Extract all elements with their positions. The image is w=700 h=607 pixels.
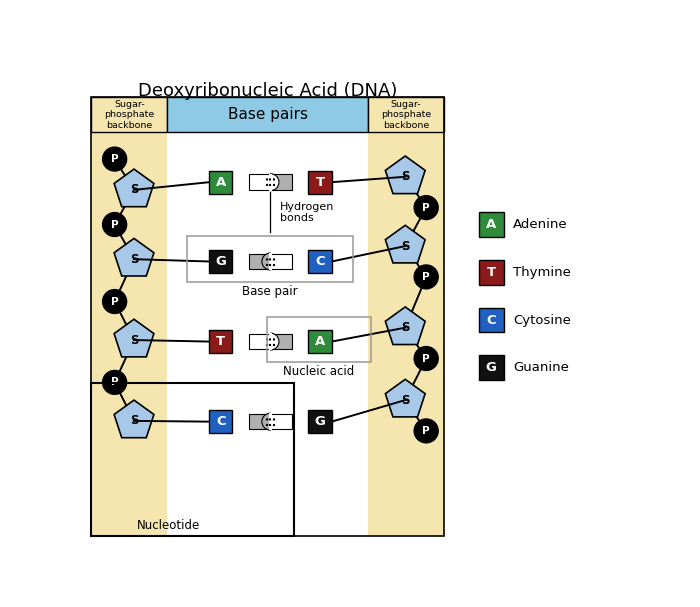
Wedge shape bbox=[262, 413, 270, 430]
Polygon shape bbox=[385, 156, 425, 194]
Text: Nucleic acid: Nucleic acid bbox=[284, 365, 354, 378]
Text: T: T bbox=[316, 175, 325, 189]
Polygon shape bbox=[114, 239, 154, 276]
Text: S: S bbox=[130, 183, 139, 197]
FancyBboxPatch shape bbox=[209, 330, 232, 353]
FancyBboxPatch shape bbox=[309, 410, 332, 433]
Circle shape bbox=[103, 147, 127, 171]
Text: G: G bbox=[314, 415, 326, 428]
Text: S: S bbox=[401, 240, 410, 253]
Text: Sugar-
phosphate
backbone: Sugar- phosphate backbone bbox=[381, 100, 431, 130]
FancyBboxPatch shape bbox=[479, 212, 504, 237]
Text: P: P bbox=[111, 378, 118, 387]
FancyBboxPatch shape bbox=[167, 98, 368, 132]
Text: T: T bbox=[216, 335, 225, 348]
Text: S: S bbox=[130, 415, 139, 427]
Text: S: S bbox=[130, 253, 139, 266]
Wedge shape bbox=[270, 333, 279, 350]
Text: A: A bbox=[315, 335, 325, 348]
Circle shape bbox=[103, 212, 127, 237]
Polygon shape bbox=[385, 225, 425, 263]
FancyBboxPatch shape bbox=[309, 330, 332, 353]
FancyBboxPatch shape bbox=[309, 171, 332, 194]
Text: A: A bbox=[486, 218, 496, 231]
Text: Base pair: Base pair bbox=[242, 285, 298, 299]
Polygon shape bbox=[114, 400, 154, 438]
FancyBboxPatch shape bbox=[368, 98, 444, 132]
FancyBboxPatch shape bbox=[209, 250, 232, 273]
FancyBboxPatch shape bbox=[479, 356, 504, 380]
Text: S: S bbox=[401, 321, 410, 334]
Text: Guanine: Guanine bbox=[513, 361, 569, 375]
Text: A: A bbox=[216, 175, 226, 189]
Bar bbox=[269, 174, 272, 191]
Text: S: S bbox=[401, 171, 410, 183]
Text: Adenine: Adenine bbox=[513, 218, 568, 231]
Bar bbox=[270, 174, 292, 190]
Bar bbox=[270, 414, 292, 429]
Text: P: P bbox=[422, 426, 430, 436]
FancyBboxPatch shape bbox=[92, 132, 167, 537]
Text: G: G bbox=[486, 361, 497, 375]
Text: T: T bbox=[486, 266, 496, 279]
Polygon shape bbox=[114, 169, 154, 207]
Circle shape bbox=[414, 347, 438, 370]
Circle shape bbox=[103, 370, 127, 395]
Bar bbox=[248, 174, 270, 190]
Text: S: S bbox=[401, 393, 410, 407]
Text: Thymine: Thymine bbox=[513, 266, 571, 279]
Text: C: C bbox=[486, 313, 496, 327]
Bar bbox=[270, 254, 292, 269]
Circle shape bbox=[414, 195, 438, 220]
Polygon shape bbox=[114, 319, 154, 357]
Text: P: P bbox=[422, 272, 430, 282]
Text: Deoxyribonucleic Acid (DNA): Deoxyribonucleic Acid (DNA) bbox=[138, 82, 397, 100]
Text: P: P bbox=[111, 297, 118, 307]
FancyBboxPatch shape bbox=[479, 260, 504, 285]
Text: Hydrogen
bonds: Hydrogen bonds bbox=[280, 202, 334, 223]
FancyBboxPatch shape bbox=[92, 98, 167, 132]
FancyBboxPatch shape bbox=[209, 410, 232, 433]
Text: C: C bbox=[216, 415, 225, 428]
Bar bbox=[269, 413, 272, 430]
Text: C: C bbox=[315, 255, 325, 268]
Polygon shape bbox=[385, 379, 425, 417]
FancyBboxPatch shape bbox=[368, 132, 444, 537]
Circle shape bbox=[414, 265, 438, 289]
Text: P: P bbox=[422, 353, 430, 364]
Bar bbox=[248, 414, 270, 429]
Wedge shape bbox=[262, 253, 270, 270]
Text: Nucleotide: Nucleotide bbox=[136, 519, 200, 532]
Text: P: P bbox=[111, 154, 118, 164]
Bar bbox=[269, 333, 272, 350]
Bar bbox=[269, 253, 272, 270]
Circle shape bbox=[414, 419, 438, 443]
FancyBboxPatch shape bbox=[309, 250, 332, 273]
Wedge shape bbox=[270, 174, 279, 191]
FancyBboxPatch shape bbox=[209, 171, 232, 194]
Bar bbox=[248, 254, 270, 269]
Text: P: P bbox=[422, 203, 430, 212]
Bar bbox=[248, 334, 270, 349]
Polygon shape bbox=[385, 307, 425, 345]
Bar bbox=[270, 334, 292, 349]
Text: Base pairs: Base pairs bbox=[228, 107, 308, 122]
Text: G: G bbox=[216, 255, 226, 268]
Text: Cytosine: Cytosine bbox=[513, 313, 571, 327]
Text: P: P bbox=[111, 220, 118, 229]
Circle shape bbox=[103, 290, 127, 313]
Text: Sugar-
phosphate
backbone: Sugar- phosphate backbone bbox=[104, 100, 155, 130]
Text: S: S bbox=[130, 333, 139, 347]
FancyBboxPatch shape bbox=[479, 308, 504, 332]
